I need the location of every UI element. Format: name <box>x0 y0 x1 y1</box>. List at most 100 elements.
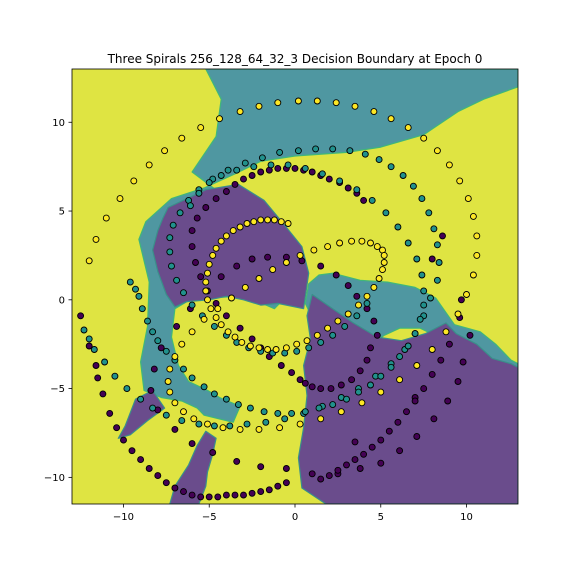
point-class-0 <box>301 379 309 387</box>
point-class-1 <box>101 358 109 366</box>
point-class-0 <box>236 324 244 332</box>
point-class-2 <box>454 310 462 318</box>
point-class-2 <box>284 220 292 227</box>
point-class-2 <box>207 305 215 313</box>
point-class-1 <box>355 388 362 396</box>
point-class-2 <box>197 124 205 132</box>
point-class-2 <box>243 220 251 227</box>
point-class-2 <box>212 314 220 322</box>
point-class-2 <box>166 365 174 373</box>
point-class-2 <box>404 124 412 132</box>
point-class-2 <box>433 147 441 155</box>
point-class-1 <box>353 186 361 194</box>
point-class-1 <box>90 346 98 353</box>
point-class-1 <box>318 170 326 178</box>
point-class-0 <box>85 342 93 350</box>
point-class-1 <box>375 156 383 164</box>
point-class-0 <box>428 370 436 378</box>
point-class-0 <box>145 465 153 472</box>
point-class-0 <box>363 356 371 364</box>
point-class-0 <box>274 164 282 172</box>
point-class-2 <box>358 399 366 407</box>
point-class-2 <box>396 376 404 384</box>
point-class-2 <box>370 108 378 116</box>
point-class-1 <box>123 385 131 393</box>
point-class-1 <box>346 147 354 155</box>
point-class-0 <box>428 255 436 263</box>
point-class-2 <box>236 223 244 231</box>
point-class-1 <box>382 209 390 217</box>
point-class-1 <box>425 209 433 217</box>
point-class-0 <box>282 479 290 487</box>
point-class-2 <box>380 259 388 266</box>
plot-area <box>72 0 518 504</box>
point-class-2 <box>216 115 223 123</box>
point-class-1 <box>169 221 177 229</box>
point-class-2 <box>293 340 301 348</box>
point-class-2 <box>130 177 138 185</box>
point-class-0 <box>154 472 162 480</box>
point-class-2 <box>255 275 263 282</box>
point-class-1 <box>404 342 412 350</box>
point-class-0 <box>353 292 361 300</box>
point-class-2 <box>209 251 217 259</box>
point-class-2 <box>241 283 249 291</box>
point-class-2 <box>204 420 211 428</box>
point-class-1 <box>166 248 174 256</box>
point-class-1 <box>262 418 270 426</box>
chart-title: Three Spirals 256_128_64_32_3 Decision B… <box>107 52 483 66</box>
point-class-1 <box>418 271 426 279</box>
point-class-2 <box>277 218 285 226</box>
point-class-1 <box>224 166 232 174</box>
point-class-0 <box>343 461 350 469</box>
point-class-2 <box>380 251 388 259</box>
point-class-0 <box>459 358 467 366</box>
point-class-2 <box>264 216 272 224</box>
point-class-0 <box>257 488 265 496</box>
point-class-2 <box>272 346 280 353</box>
point-class-2 <box>313 331 321 339</box>
point-class-0 <box>403 408 410 416</box>
point-class-2 <box>178 340 186 348</box>
point-class-0 <box>334 466 342 474</box>
point-class-0 <box>248 335 256 343</box>
point-class-2 <box>296 420 304 428</box>
point-class-0 <box>162 479 170 487</box>
point-class-1 <box>329 401 337 409</box>
point-class-0 <box>188 227 196 235</box>
point-class-2 <box>217 237 225 245</box>
point-class-0 <box>317 385 325 393</box>
point-class-1 <box>368 196 376 204</box>
y-tick-label: −10 <box>44 473 65 484</box>
point-class-0 <box>308 168 316 176</box>
point-class-1 <box>336 177 344 185</box>
region-class-0-1 <box>152 183 310 310</box>
point-class-0 <box>222 491 230 499</box>
point-class-2 <box>282 344 290 352</box>
point-class-2 <box>204 269 211 277</box>
y-tick-label: 10 <box>52 118 65 129</box>
point-class-2 <box>373 243 381 251</box>
point-class-0 <box>296 376 304 384</box>
point-class-0 <box>466 331 474 339</box>
point-class-0 <box>368 443 376 451</box>
point-class-0 <box>257 463 265 471</box>
point-class-2 <box>171 399 179 407</box>
point-class-0 <box>445 340 453 348</box>
point-class-1 <box>226 422 234 430</box>
point-class-2 <box>358 237 366 245</box>
point-class-0 <box>157 344 165 352</box>
point-class-0 <box>197 493 205 501</box>
point-class-0 <box>455 0 461 3</box>
point-class-0 <box>337 381 345 389</box>
point-class-2 <box>282 259 290 266</box>
point-class-0 <box>217 273 225 281</box>
point-class-0 <box>356 465 364 472</box>
point-class-1 <box>195 420 203 428</box>
point-class-2 <box>276 424 284 432</box>
point-class-1 <box>188 374 196 382</box>
point-class-0 <box>274 482 282 490</box>
point-class-0 <box>231 180 239 188</box>
point-class-0 <box>205 493 213 501</box>
point-class-1 <box>258 154 266 162</box>
